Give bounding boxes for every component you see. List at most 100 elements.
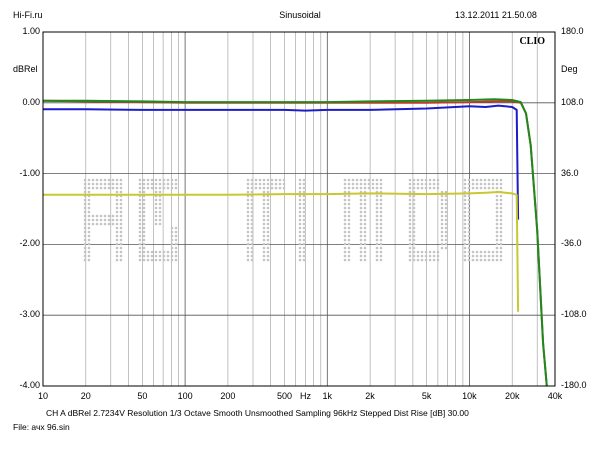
- watermark-dot: [87, 222, 91, 226]
- watermark-dot: [250, 206, 254, 210]
- watermark-dot: [420, 182, 424, 186]
- watermark-dot: [83, 178, 87, 182]
- watermark-dot: [298, 226, 302, 230]
- watermark-dot: [138, 210, 142, 214]
- watermark-dot: [87, 226, 91, 230]
- watermark-dot: [428, 250, 432, 254]
- watermark-dot: [142, 238, 146, 242]
- watermark-dot: [416, 258, 420, 262]
- watermark-dot: [119, 246, 123, 250]
- right-axis-tick-label: 108.0: [561, 96, 584, 107]
- watermark-dot: [302, 202, 306, 206]
- watermark-dot: [412, 202, 416, 206]
- watermark-dot: [343, 190, 347, 194]
- watermark-dot: [107, 218, 111, 222]
- watermark-dot: [146, 254, 150, 258]
- watermark-dot: [483, 258, 487, 262]
- watermark-dot: [436, 250, 440, 254]
- watermark-dot: [270, 182, 274, 186]
- watermark-dot: [246, 182, 250, 186]
- right-axis-tick-label: 180.0: [561, 26, 584, 36]
- watermark-dot: [359, 186, 363, 190]
- left-axis-tick-label: -1.00: [19, 167, 40, 178]
- watermark-dot: [250, 222, 254, 226]
- watermark-dot: [95, 218, 99, 222]
- watermark-dot: [379, 218, 383, 222]
- left-axis-tick-label: 1.00: [22, 26, 40, 36]
- left-axis-tick-label: -4.00: [19, 380, 40, 390]
- watermark-dot: [146, 186, 150, 190]
- watermark-dot: [87, 238, 91, 242]
- watermark-dot: [347, 258, 351, 262]
- watermark-dot: [146, 250, 150, 254]
- watermark-dot: [347, 186, 351, 190]
- watermark-dot: [363, 202, 367, 206]
- watermark-dot: [463, 234, 467, 238]
- watermark-dot: [412, 198, 416, 202]
- watermark-dot: [119, 206, 123, 210]
- watermark-dot: [174, 250, 178, 254]
- watermark-dot: [138, 242, 142, 246]
- right-axis-unit: Deg: [561, 64, 578, 74]
- watermark-dot: [359, 210, 363, 214]
- watermark-dot: [83, 202, 87, 206]
- watermark-dot: [266, 258, 270, 262]
- watermark-dot: [170, 258, 174, 262]
- watermark-dot: [479, 178, 483, 182]
- watermark-dot: [379, 246, 383, 250]
- watermark-dot: [142, 182, 146, 186]
- watermark-dot: [174, 230, 178, 234]
- watermark-dot: [487, 250, 491, 254]
- watermark-dot: [262, 226, 266, 230]
- watermark-dot: [499, 246, 503, 250]
- watermark-dot: [343, 206, 347, 210]
- watermark-dot: [408, 258, 412, 262]
- watermark-dot: [302, 226, 306, 230]
- watermark-dot: [347, 202, 351, 206]
- watermark-dot: [246, 226, 250, 230]
- watermark-dot: [408, 218, 412, 222]
- watermark-dot: [87, 254, 91, 258]
- watermark-dot: [363, 238, 367, 242]
- watermark-dot: [154, 182, 158, 186]
- watermark-dot: [270, 178, 274, 182]
- watermark-dot: [111, 222, 115, 226]
- watermark-dot: [119, 254, 123, 258]
- watermark-dot: [154, 218, 158, 222]
- x-axis-tick-label: 10: [37, 391, 48, 401]
- watermark-dot: [119, 226, 123, 230]
- watermark-dot: [107, 222, 111, 226]
- watermark-dot: [343, 250, 347, 254]
- watermark-dot: [87, 246, 91, 250]
- watermark-dot: [154, 206, 158, 210]
- watermark-dot: [475, 182, 479, 186]
- watermark-dot: [246, 218, 250, 222]
- watermark-dot: [463, 230, 467, 234]
- watermark-dot: [363, 234, 367, 238]
- watermark-dot: [471, 186, 475, 190]
- watermark-dot: [298, 182, 302, 186]
- watermark-dot: [246, 238, 250, 242]
- watermark-dot: [119, 198, 123, 202]
- watermark-dot: [355, 186, 359, 190]
- watermark-dot: [278, 186, 282, 190]
- watermark-dot: [408, 202, 412, 206]
- watermark-dot: [343, 258, 347, 262]
- watermark-dot: [444, 234, 448, 238]
- watermark-dot: [412, 238, 416, 242]
- watermark-dot: [363, 250, 367, 254]
- watermark-dot: [115, 258, 119, 262]
- watermark-dot: [115, 202, 119, 206]
- watermark-dot: [363, 186, 367, 190]
- watermark-dot: [246, 242, 250, 246]
- watermark-dot: [138, 226, 142, 230]
- watermark-dot: [115, 218, 119, 222]
- watermark-dot: [158, 198, 162, 202]
- watermark-dot: [347, 194, 351, 198]
- x-axis-tick-label: 2k: [365, 391, 375, 401]
- watermark-dot: [499, 254, 503, 258]
- watermark-dot: [107, 182, 111, 186]
- watermark-dot: [282, 178, 286, 182]
- watermark-dot: [246, 258, 250, 262]
- watermark-dot: [138, 182, 142, 186]
